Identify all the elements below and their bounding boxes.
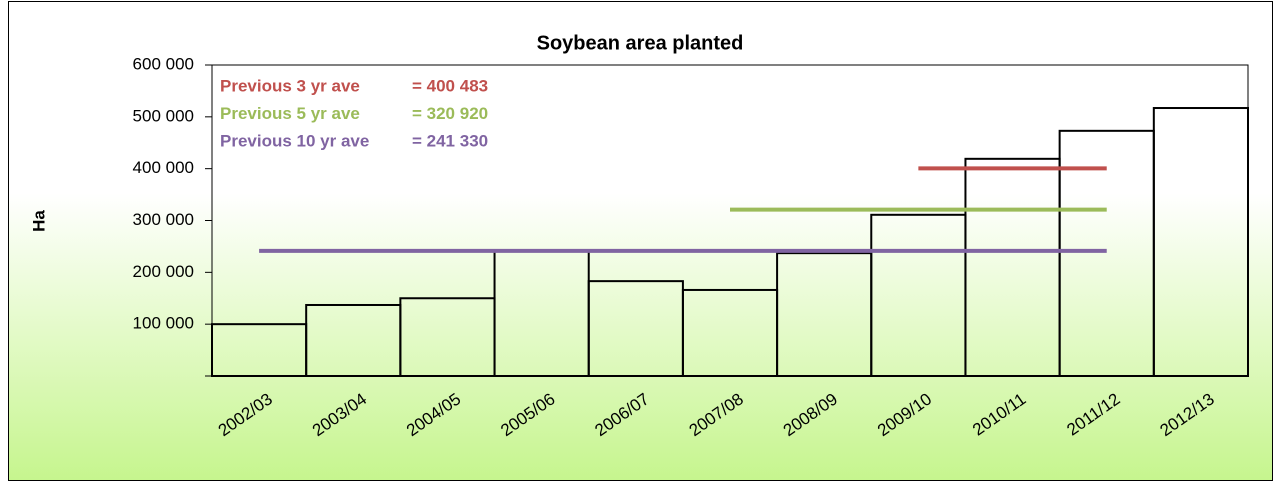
y-tick-label: 100 000 — [133, 314, 194, 333]
y-tick-label: 600 000 — [133, 54, 194, 73]
chart-title: Soybean area planted — [537, 32, 744, 54]
y-axis-label: Ha — [29, 210, 48, 232]
y-tick-label: 400 000 — [133, 158, 194, 177]
bar — [1152, 107, 1250, 377]
annotation-value: = 320 920 — [412, 104, 488, 123]
annotation-name: Previous 3 yr ave — [220, 76, 360, 95]
chart-frame — [8, 1, 1273, 481]
annotation-name: Previous 10 yr ave — [220, 131, 369, 150]
annotation-value: = 241 330 — [412, 131, 488, 150]
y-tick-label: 300 000 — [133, 210, 194, 229]
y-tick-label: 200 000 — [133, 262, 194, 281]
annotation-value: = 400 483 — [412, 76, 488, 95]
annotation-name: Previous 5 yr ave — [220, 104, 360, 123]
y-tick-label: 500 000 — [133, 106, 194, 125]
